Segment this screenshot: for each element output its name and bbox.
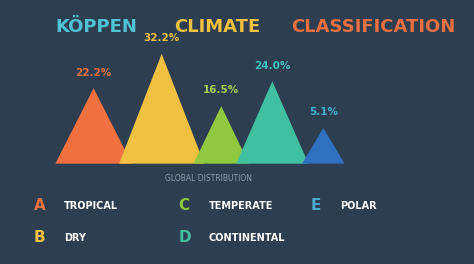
Polygon shape [119, 54, 204, 164]
Text: 5.1%: 5.1% [309, 107, 338, 117]
Text: A: A [34, 199, 46, 213]
Polygon shape [236, 81, 309, 164]
Text: 22.2%: 22.2% [75, 68, 112, 78]
Text: CONTINENTAL: CONTINENTAL [209, 233, 285, 243]
Text: 32.2%: 32.2% [144, 33, 180, 43]
Text: E: E [310, 199, 321, 213]
Text: TROPICAL: TROPICAL [64, 201, 118, 211]
Polygon shape [55, 88, 132, 164]
Text: CLIMATE: CLIMATE [174, 18, 261, 36]
Text: 24.0%: 24.0% [254, 61, 291, 71]
Text: POLAR: POLAR [340, 201, 377, 211]
Text: C: C [179, 199, 190, 213]
Polygon shape [302, 128, 345, 164]
Text: B: B [34, 230, 46, 245]
Text: 16.5%: 16.5% [203, 86, 239, 96]
Text: GLOBAL DISTRIBUTION: GLOBAL DISTRIBUTION [165, 174, 252, 183]
Text: KÖPPEN: KÖPPEN [55, 18, 137, 36]
Text: D: D [179, 230, 191, 245]
Text: DRY: DRY [64, 233, 86, 243]
Text: TEMPERATE: TEMPERATE [209, 201, 273, 211]
Text: CLASSIFICATION: CLASSIFICATION [292, 18, 456, 36]
Polygon shape [193, 106, 249, 164]
